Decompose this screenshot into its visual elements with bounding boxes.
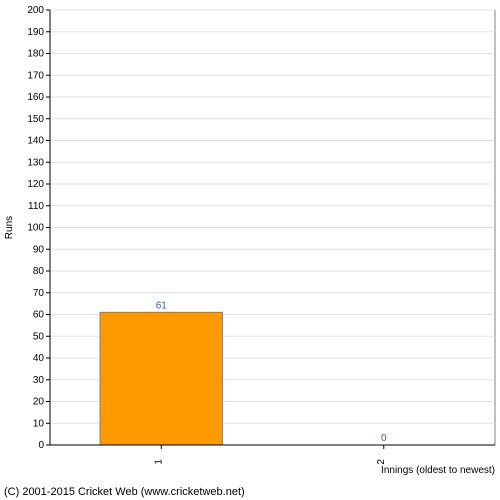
svg-text:150: 150 bbox=[27, 114, 44, 125]
x-tick-label: 1 bbox=[153, 459, 164, 465]
svg-text:20: 20 bbox=[33, 397, 45, 408]
bar-value-label: 0 bbox=[381, 433, 387, 444]
svg-text:130: 130 bbox=[27, 157, 44, 168]
svg-text:100: 100 bbox=[27, 223, 44, 234]
svg-text:140: 140 bbox=[27, 136, 44, 147]
svg-text:90: 90 bbox=[33, 244, 45, 255]
bar bbox=[100, 312, 222, 445]
chart-container: 0102030405060708090100110120130140150160… bbox=[0, 0, 500, 500]
svg-text:60: 60 bbox=[33, 310, 45, 321]
copyright-text: (C) 2001-2015 Cricket Web (www.cricketwe… bbox=[4, 486, 245, 498]
svg-text:30: 30 bbox=[33, 375, 45, 386]
svg-text:Runs: Runs bbox=[4, 216, 15, 239]
bar-value-label: 61 bbox=[156, 300, 168, 311]
svg-text:120: 120 bbox=[27, 179, 44, 190]
svg-text:0: 0 bbox=[38, 440, 44, 451]
svg-text:70: 70 bbox=[33, 288, 45, 299]
svg-text:80: 80 bbox=[33, 266, 45, 277]
svg-text:170: 170 bbox=[27, 70, 44, 81]
svg-text:40: 40 bbox=[33, 353, 45, 364]
svg-text:160: 160 bbox=[27, 92, 44, 103]
svg-text:110: 110 bbox=[28, 201, 44, 212]
svg-text:180: 180 bbox=[27, 49, 44, 60]
svg-text:10: 10 bbox=[33, 418, 45, 429]
svg-text:200: 200 bbox=[27, 5, 44, 16]
x-tick-label: 2 bbox=[376, 459, 387, 465]
svg-text:190: 190 bbox=[27, 27, 44, 38]
runs-bar-chart: 0102030405060708090100110120130140150160… bbox=[0, 0, 500, 500]
x-axis-label: Innings (oldest to newest) bbox=[381, 465, 495, 476]
svg-text:50: 50 bbox=[33, 331, 45, 342]
